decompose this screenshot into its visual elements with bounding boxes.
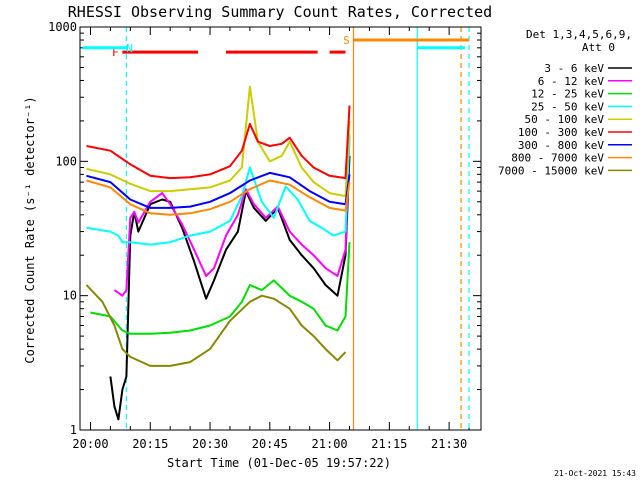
series-line bbox=[109, 155, 351, 421]
series-line bbox=[85, 284, 347, 367]
flag-bar-label: F bbox=[112, 46, 119, 59]
y-tick-label: 1000 bbox=[48, 20, 77, 34]
x-axis-label: Start Time (01-Dec-05 19:57:22) bbox=[167, 456, 391, 470]
legend-label: 12 - 25 keV bbox=[531, 88, 604, 101]
series-line bbox=[86, 133, 351, 246]
y-tick-label: 10 bbox=[63, 289, 77, 303]
series-line bbox=[90, 242, 351, 335]
legend-label: 50 - 100 keV bbox=[525, 113, 605, 126]
y-axis-label: Corrected Count Rate (s⁻¹ detector⁻¹) bbox=[23, 96, 37, 363]
legend-header-line1: Det 1,3,4,5,6,9, bbox=[526, 28, 632, 41]
series-line bbox=[113, 133, 351, 297]
x-tick-label: 21:15 bbox=[371, 437, 407, 451]
series-line bbox=[86, 179, 351, 216]
legend-label: 800 - 7000 keV bbox=[511, 152, 604, 165]
flag-bar-label: S bbox=[343, 34, 350, 47]
x-tick-label: 20:15 bbox=[132, 437, 168, 451]
legend-label: 300 - 800 keV bbox=[518, 139, 604, 152]
flag-bar-label: N bbox=[126, 42, 133, 55]
timestamp: 21-Oct-2021 15:43 bbox=[554, 469, 636, 478]
series-line bbox=[86, 105, 351, 180]
y-tick-label: 1 bbox=[70, 423, 77, 437]
y-tick-label: 100 bbox=[55, 154, 77, 168]
legend-label: 7000 - 15000 keV bbox=[498, 164, 604, 177]
x-tick-label: 21:00 bbox=[312, 437, 348, 451]
x-tick-label: 20:00 bbox=[72, 437, 108, 451]
x-tick-label: 20:30 bbox=[192, 437, 228, 451]
legend-header-line2: Att 0 bbox=[582, 41, 615, 54]
x-tick-label: 20:45 bbox=[252, 437, 288, 451]
plot-area: 1 10 100 1000 20:00 20:15 20:30 20:45 21:00 21:15… bbox=[48, 20, 481, 451]
legend-label: 6 - 12 keV bbox=[538, 75, 605, 88]
series-line bbox=[86, 171, 351, 209]
series-line bbox=[86, 85, 351, 198]
legend-label: 3 - 6 keV bbox=[544, 62, 604, 75]
legend-label: 25 - 50 keV bbox=[531, 100, 604, 113]
x-tick-label: 21:30 bbox=[431, 437, 467, 451]
legend-label: 100 - 300 keV bbox=[518, 126, 604, 139]
chart-title: RHESSI Observing Summary Count Rates, Co… bbox=[68, 3, 492, 21]
plot-frame bbox=[79, 26, 482, 431]
